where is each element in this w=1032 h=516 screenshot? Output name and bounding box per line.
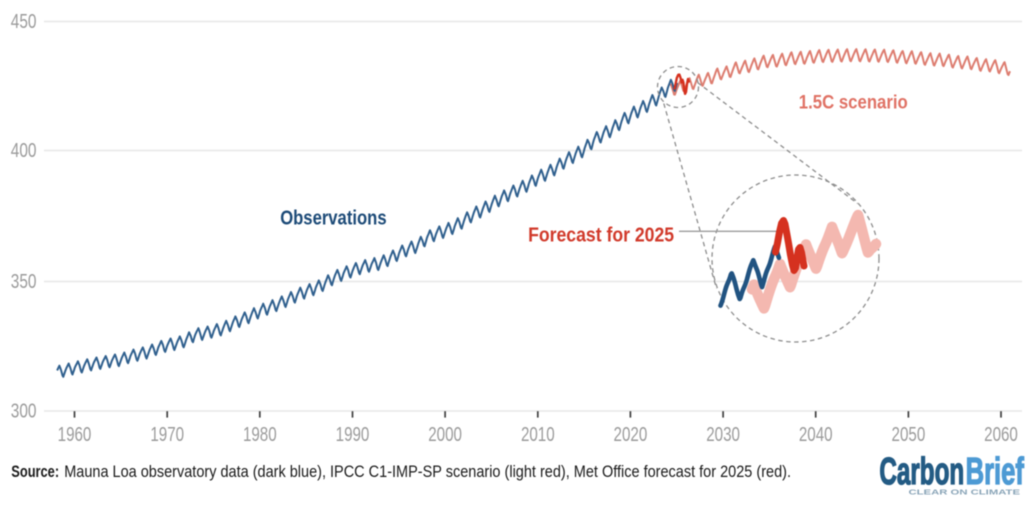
svg-text:400: 400	[11, 140, 37, 162]
svg-text:450: 450	[11, 11, 37, 33]
svg-text:Observations: Observations	[280, 207, 386, 229]
svg-text:2060: 2060	[984, 424, 1018, 446]
svg-text:2050: 2050	[892, 424, 926, 446]
svg-text:1960: 1960	[58, 424, 92, 446]
svg-text:1990: 1990	[336, 424, 370, 446]
svg-text:Brief: Brief	[966, 450, 1025, 492]
svg-text:2000: 2000	[428, 424, 462, 446]
svg-text:2010: 2010	[521, 424, 555, 446]
svg-text:300: 300	[11, 400, 37, 422]
svg-text:Carbon: Carbon	[879, 450, 964, 492]
svg-text:Mauna Loa observatory data (da: Mauna Loa observatory data (dark blue), …	[64, 463, 791, 481]
svg-text:Source:: Source:	[11, 463, 59, 481]
svg-text:Forecast for 2025: Forecast for 2025	[528, 225, 674, 247]
svg-text:2020: 2020	[614, 424, 648, 446]
svg-text:1980: 1980	[243, 424, 277, 446]
svg-text:350: 350	[11, 271, 37, 293]
svg-text:1970: 1970	[150, 424, 184, 446]
svg-text:CLEAR ON CLIMATE: CLEAR ON CLIMATE	[909, 490, 1021, 497]
svg-text:2030: 2030	[706, 424, 740, 446]
svg-text:1.5C scenario: 1.5C scenario	[799, 93, 908, 114]
svg-text:2040: 2040	[799, 424, 833, 446]
